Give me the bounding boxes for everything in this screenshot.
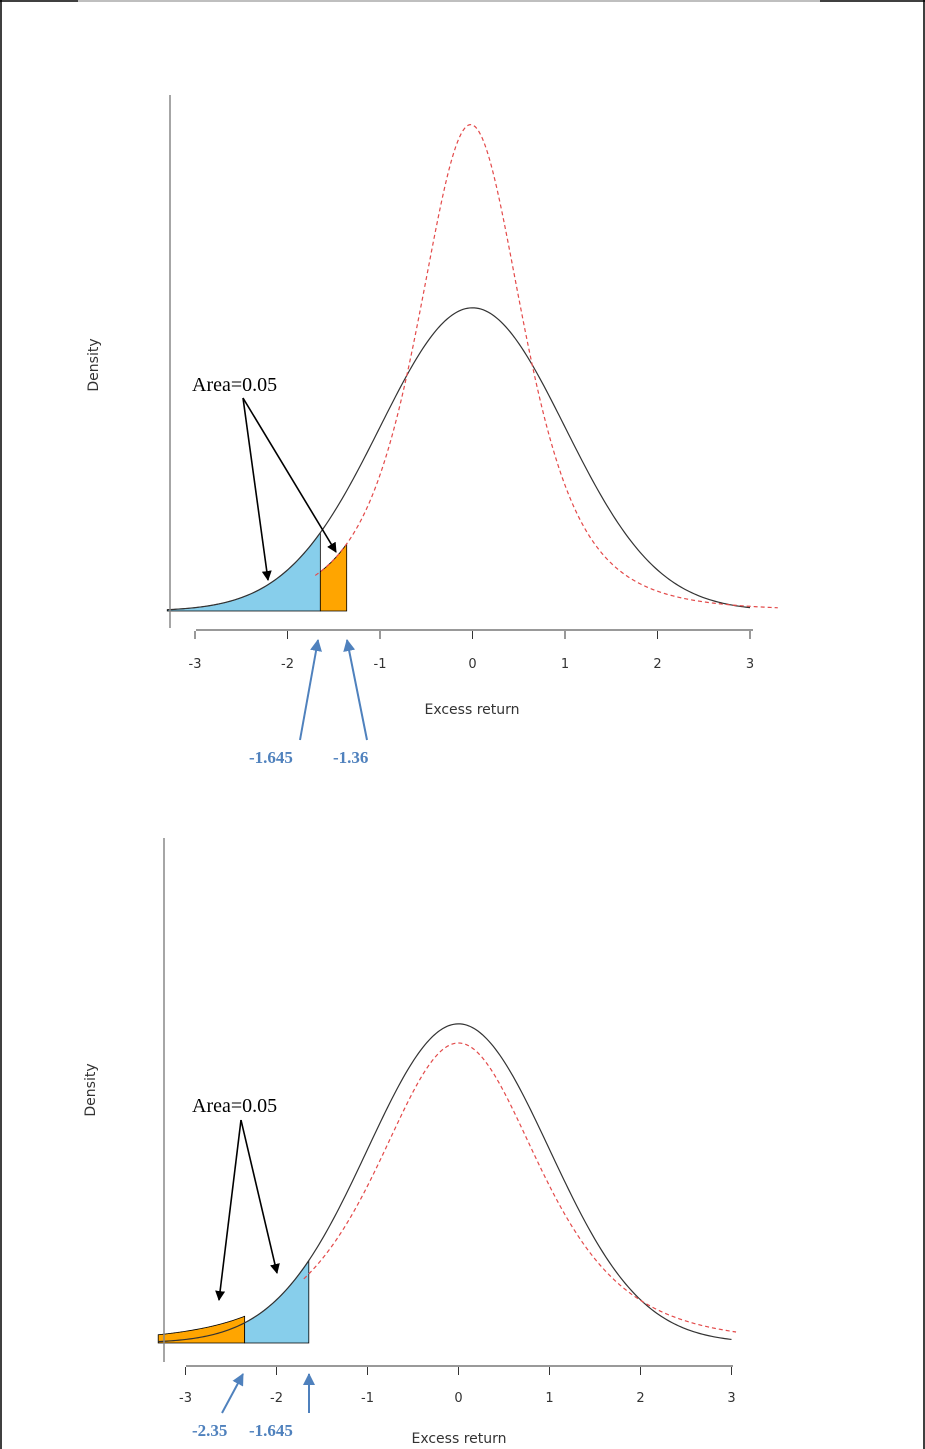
x-tick-label: -1 [374,657,387,672]
chart-2-orange-tail-area [157,1315,246,1344]
x-tick-label: -3 [189,657,202,672]
chart-1-annotation-arrow-blue [242,397,272,581]
chart-1-normal-curve [167,307,751,611]
x-tick-label: -2 [270,1391,283,1406]
chart-2-critical-label-2: -1.645 [249,1421,293,1440]
chart-1-x-ticks: -3 -2 -1 0 1 2 3 [189,631,754,672]
chart-2-critical-label-1: -2.35 [192,1421,227,1440]
x-tick-label: -3 [179,1391,192,1406]
chart-1-annotation-arrow-orange [242,397,337,553]
chart-1-blue-tail-area [166,531,321,612]
x-tick-label: 3 [746,657,754,672]
chart-1-critical-label-2: -1.36 [333,748,368,767]
chart-2-annotation-arrow-blue [240,1119,280,1274]
chart-2: -3 -2 -1 0 1 2 3 Excess return Density Area=0.… [83,838,737,1447]
chart-2-annotation-arrow-orange [215,1119,242,1301]
chart-2-normal-curve [158,1023,732,1343]
chart-2-critical-arrow-1 [221,1373,244,1414]
x-tick-label: 1 [561,657,569,672]
x-tick-label: 2 [653,657,661,672]
chart-1-area-annotation: Area=0.05 [192,374,277,396]
chart-1-orange-tail-area [319,542,348,612]
chart-1-critical-arrow-1 [299,639,322,741]
x-tick-label: 0 [468,657,476,672]
x-tick-label: 1 [545,1391,553,1406]
x-tick-label: 0 [454,1391,462,1406]
chart-2-x-ticks: -3 -2 -1 0 1 2 3 [179,1367,736,1406]
chart-1-areas [166,531,348,612]
chart-2-areas [157,1259,310,1344]
x-tick-label: 3 [727,1391,735,1406]
chart-1-xlabel: Excess return [424,702,519,718]
x-tick-label: -1 [361,1391,374,1406]
chart-1: -3 -2 -1 0 1 2 3 Excess return Density Area=0.… [86,95,778,767]
chart-1-critical-label-1: -1.645 [249,748,293,767]
chart-1-ylabel: Density [86,338,102,391]
chart-2-heavy-tail-curve [303,1042,737,1333]
chart-2-ylabel: Density [83,1063,99,1116]
chart-1-critical-arrow-2 [343,639,368,741]
chart-2-area-annotation: Area=0.05 [192,1095,277,1117]
x-tick-label: -2 [281,657,294,672]
x-tick-label: 2 [636,1391,644,1406]
chart-2-xlabel: Excess return [411,1431,506,1447]
chart-1-heavy-tail-curve [314,124,778,609]
